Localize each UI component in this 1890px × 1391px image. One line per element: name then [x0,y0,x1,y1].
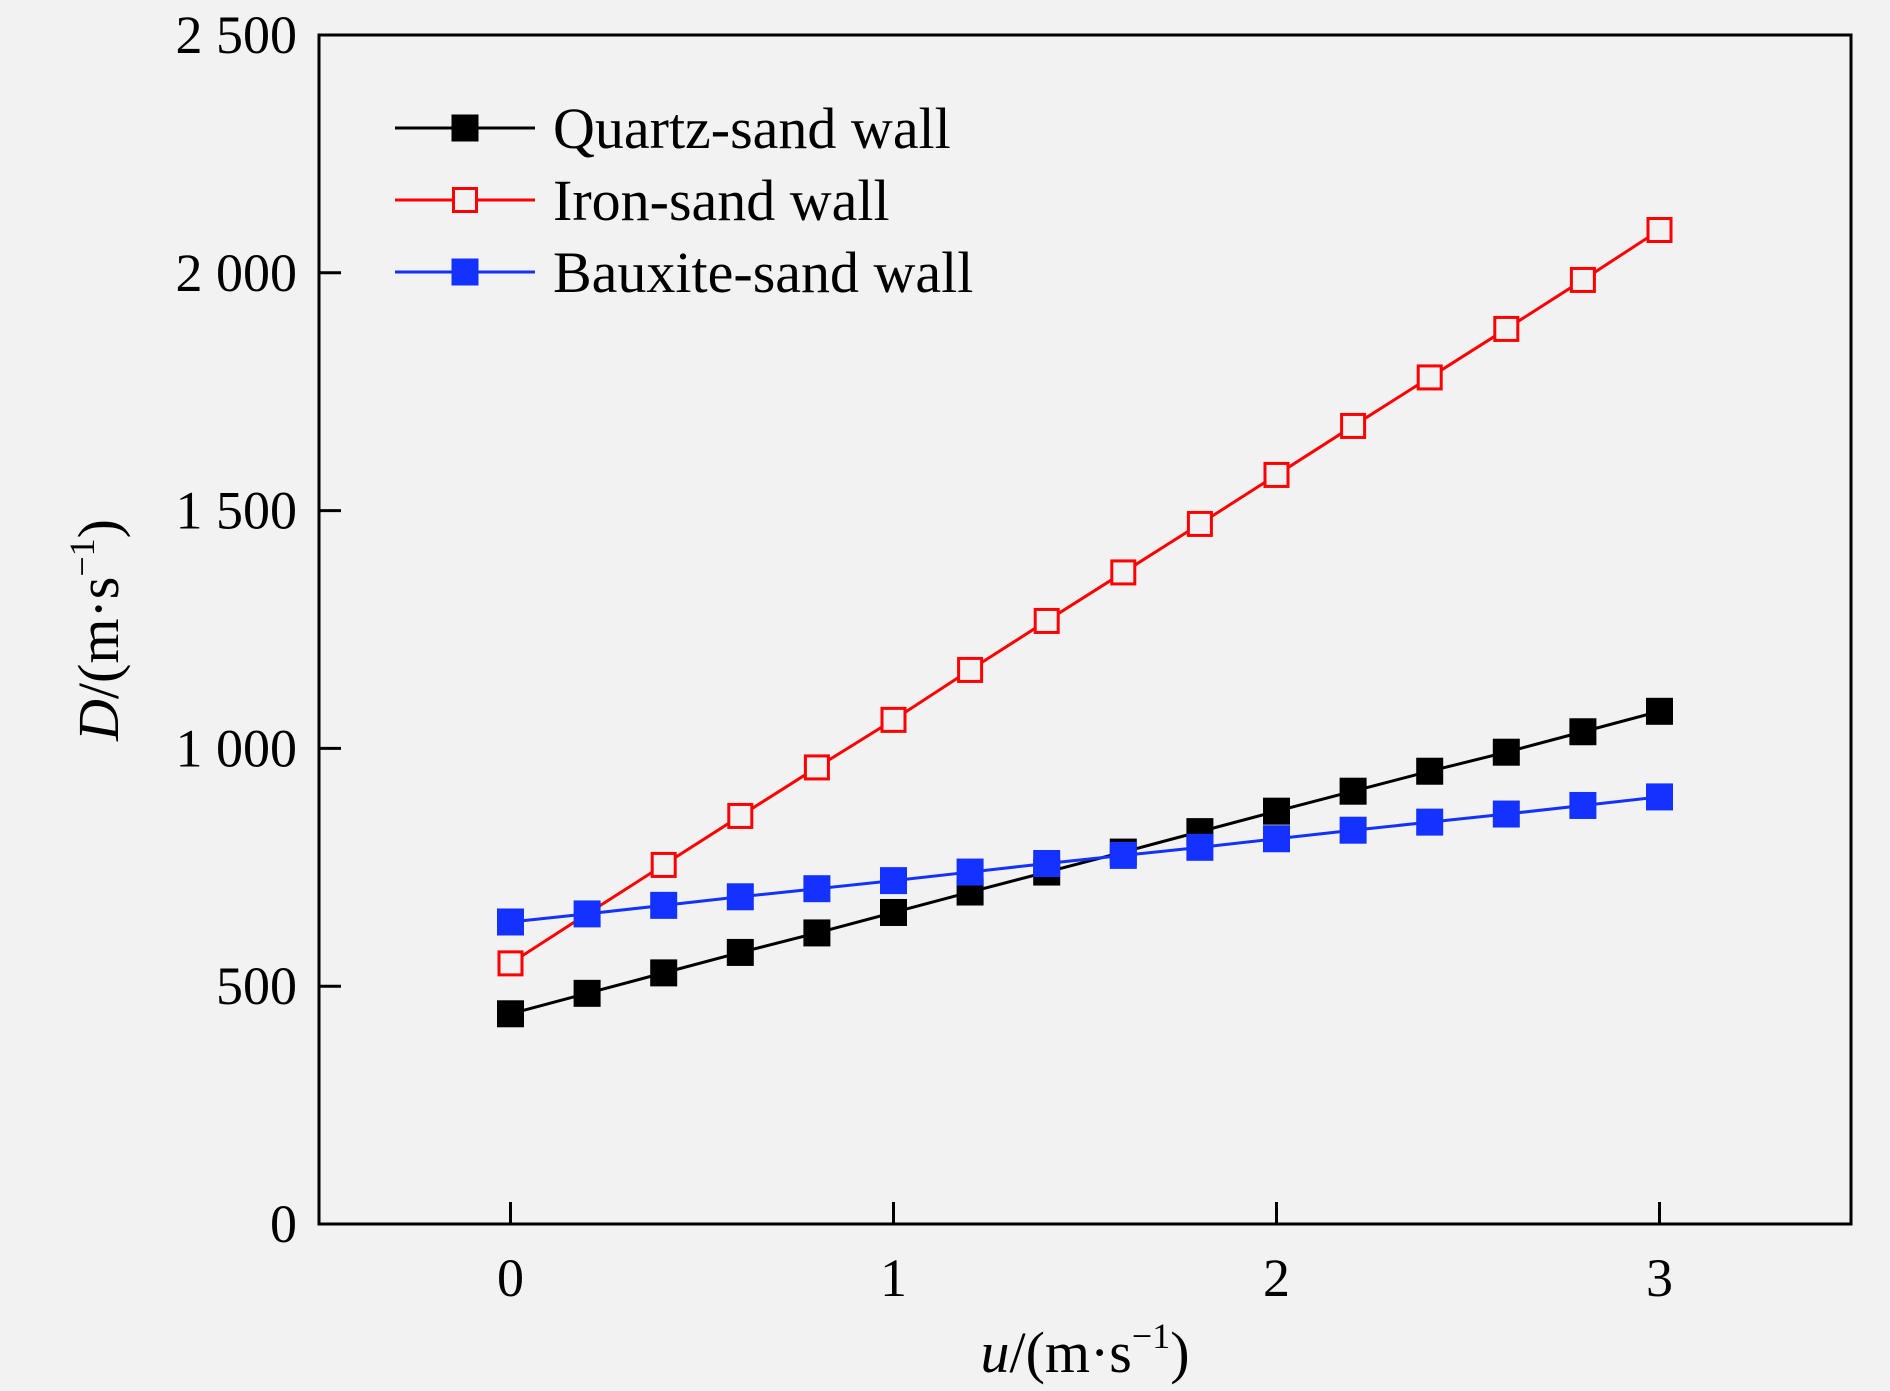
data-point [1033,849,1061,877]
data-point [1569,791,1597,819]
data-point [1186,510,1213,537]
data-point [880,898,907,926]
data-point [1569,266,1596,293]
legend-item: Bauxite-sand wall [395,240,973,305]
data-point [1646,216,1673,243]
data-point [1416,364,1443,391]
y-tick-label: 0 [270,1194,297,1254]
x-axis-unit-exponent: −1 [1132,1316,1170,1356]
y-axis: 0 500 1 000 1 500 2 000 2 500 [176,5,341,1254]
plot-frame [317,33,1853,1226]
data-point [1416,757,1444,785]
series-quartz-sand-wall [497,697,1673,1028]
series-layer [497,216,1673,1028]
data-point [497,1000,524,1028]
data-point [1493,315,1520,342]
data-point [497,908,524,936]
x-axis-title: u/(m·s−1) [980,1316,1189,1385]
data-point [1263,797,1290,825]
x-axis: 0 1 2 3 [497,1202,1673,1308]
y-axis-title: D/(m·s−1) [62,519,131,742]
y-axis-unit: /(m·s [66,577,131,699]
legend-label: Iron-sand wall [553,168,890,233]
y-tick-label: 2 500 [176,5,298,65]
y-tick-label: 1 000 [176,718,298,778]
data-point [1569,718,1597,746]
series-line [510,709,1660,1016]
x-tick-label: 2 [1263,1248,1290,1308]
y-tick-label: 2 000 [176,243,298,303]
data-point [650,851,677,878]
legend: Quartz-sand wall Iron-sand wall Bauxite-sa… [395,96,973,305]
data-point [803,754,830,781]
legend-marker [451,258,479,286]
data-point [726,883,754,911]
data-point [1263,461,1290,488]
data-point [1033,607,1060,634]
data-point [727,802,754,829]
data-point [1646,783,1673,811]
series-line [510,795,1660,924]
x-tick-label: 1 [880,1248,907,1308]
series-line [509,228,1661,965]
data-point [1646,697,1673,725]
data-point [1186,833,1214,861]
data-point [650,891,678,919]
data-point [1492,738,1520,766]
x-axis-unit-close: ) [1170,1320,1189,1385]
data-point [573,900,601,928]
y-axis-unit-exponent: −1 [62,538,102,576]
data-point [1340,412,1367,439]
data-point [803,875,831,903]
legend-item: Quartz-sand wall [395,96,951,161]
series-bauxite-sand-wall [497,783,1673,936]
y-tick-label: 500 [216,956,297,1016]
y-tick-label: 1 500 [176,481,298,541]
legend-label: Bauxite-sand wall [553,240,973,305]
series-iron-sand-wall [497,216,1673,977]
x-tick-label: 3 [1646,1248,1673,1308]
x-axis-unit: /(m·s [1009,1320,1131,1385]
data-point [1416,808,1444,836]
y-axis-variable: D [66,699,131,742]
legend-item: Iron-sand wall [395,168,890,233]
data-point [497,950,524,977]
data-point [957,656,984,683]
x-axis-variable: u [980,1320,1009,1385]
data-point [803,919,831,947]
legend-label: Quartz-sand wall [553,96,951,161]
data-point [1339,777,1367,805]
data-point [1339,816,1367,844]
data-point [880,706,907,733]
data-point [1263,825,1290,853]
x-tick-label: 0 [497,1248,524,1308]
data-point [1110,559,1137,586]
legend-marker [451,114,479,142]
data-point [956,858,984,886]
y-axis-unit-close: ) [66,519,131,538]
legend-marker [452,187,478,213]
data-point [1492,800,1520,828]
data-point [726,938,754,966]
data-point [1109,841,1137,869]
data-point [650,959,678,987]
data-point [880,867,907,895]
data-point [573,979,601,1007]
